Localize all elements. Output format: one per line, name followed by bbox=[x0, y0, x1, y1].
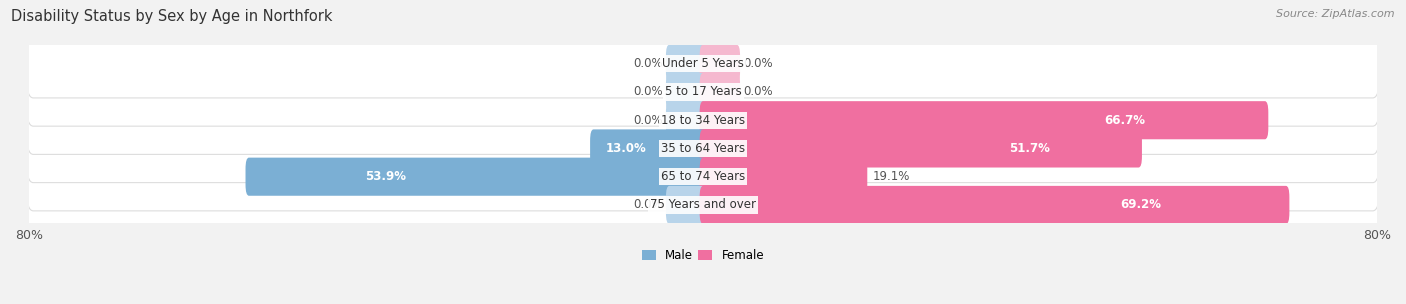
Text: 69.2%: 69.2% bbox=[1119, 199, 1161, 211]
Text: 0.0%: 0.0% bbox=[633, 85, 662, 98]
FancyBboxPatch shape bbox=[700, 45, 740, 83]
FancyBboxPatch shape bbox=[666, 73, 706, 111]
Text: 5 to 17 Years: 5 to 17 Years bbox=[665, 85, 741, 98]
Text: 66.7%: 66.7% bbox=[1104, 114, 1144, 127]
FancyBboxPatch shape bbox=[27, 29, 1379, 98]
Text: Under 5 Years: Under 5 Years bbox=[662, 57, 744, 70]
FancyBboxPatch shape bbox=[27, 86, 1379, 154]
FancyBboxPatch shape bbox=[666, 45, 706, 83]
Text: 19.1%: 19.1% bbox=[872, 170, 910, 183]
Text: 53.9%: 53.9% bbox=[364, 170, 405, 183]
Text: 0.0%: 0.0% bbox=[633, 114, 662, 127]
Text: 65 to 74 Years: 65 to 74 Years bbox=[661, 170, 745, 183]
FancyBboxPatch shape bbox=[700, 158, 868, 196]
FancyBboxPatch shape bbox=[246, 158, 706, 196]
Text: 18 to 34 Years: 18 to 34 Years bbox=[661, 114, 745, 127]
Text: 0.0%: 0.0% bbox=[744, 57, 773, 70]
FancyBboxPatch shape bbox=[27, 114, 1379, 183]
Text: 0.0%: 0.0% bbox=[633, 57, 662, 70]
FancyBboxPatch shape bbox=[700, 130, 1142, 168]
FancyBboxPatch shape bbox=[666, 186, 706, 224]
Text: 0.0%: 0.0% bbox=[633, 199, 662, 211]
FancyBboxPatch shape bbox=[700, 186, 1289, 224]
Text: 13.0%: 13.0% bbox=[606, 142, 647, 155]
FancyBboxPatch shape bbox=[700, 101, 1268, 139]
Text: 0.0%: 0.0% bbox=[744, 85, 773, 98]
FancyBboxPatch shape bbox=[666, 101, 706, 139]
FancyBboxPatch shape bbox=[27, 143, 1379, 211]
Legend: Male, Female: Male, Female bbox=[637, 245, 769, 267]
Text: 51.7%: 51.7% bbox=[1010, 142, 1050, 155]
FancyBboxPatch shape bbox=[27, 171, 1379, 239]
Text: 75 Years and over: 75 Years and over bbox=[650, 199, 756, 211]
Text: 35 to 64 Years: 35 to 64 Years bbox=[661, 142, 745, 155]
Text: Disability Status by Sex by Age in Northfork: Disability Status by Sex by Age in North… bbox=[11, 9, 333, 24]
FancyBboxPatch shape bbox=[591, 130, 706, 168]
Text: Source: ZipAtlas.com: Source: ZipAtlas.com bbox=[1277, 9, 1395, 19]
FancyBboxPatch shape bbox=[700, 73, 740, 111]
FancyBboxPatch shape bbox=[27, 58, 1379, 126]
